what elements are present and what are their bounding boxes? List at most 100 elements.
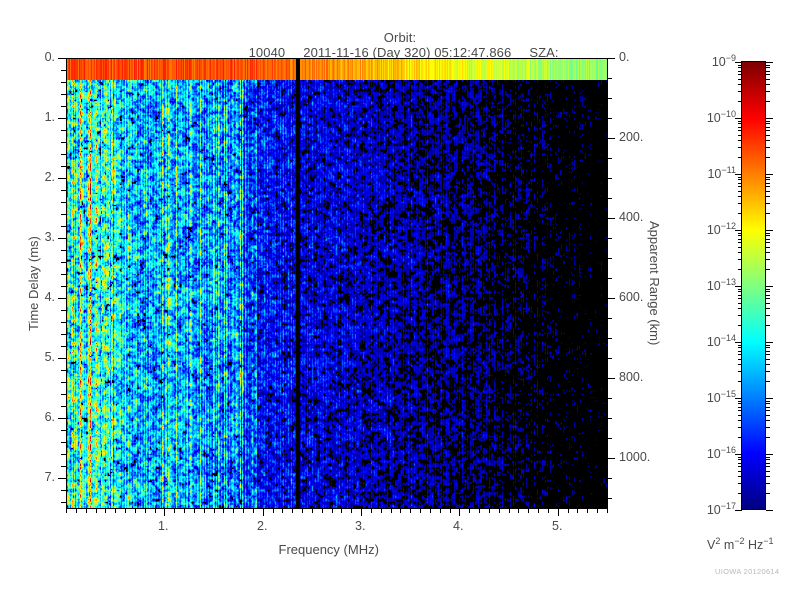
x-tick-minor	[391, 508, 392, 513]
x-tick-minor	[538, 508, 539, 513]
y2-tick-label: 0.	[619, 50, 630, 64]
colorbar-tick-minor-right	[766, 252, 770, 253]
x-tick-minor	[273, 508, 274, 513]
colorbar-tick-minor-left	[738, 291, 742, 292]
x-tick-minor	[400, 508, 401, 513]
y-tick-minor	[61, 346, 66, 347]
x-tick-minor	[341, 508, 342, 513]
x-tick-minor	[489, 508, 490, 513]
y-tick-minor	[61, 286, 66, 287]
x-tick-minor	[479, 508, 480, 513]
colorbar-tick-label: 10−14	[706, 333, 736, 350]
colorbar-tick-minor-left	[738, 247, 742, 248]
colorbar-tick-minor-right	[766, 345, 770, 346]
x-tick-minor	[577, 508, 578, 513]
colorbar-tick-minor-left	[738, 403, 742, 404]
y2-tick-minor	[607, 278, 612, 279]
colorbar-tick-major-left	[735, 510, 742, 511]
colorbar-tick-minor-left	[738, 101, 742, 102]
y2-tick-minor	[607, 338, 612, 339]
x-tick-minor	[518, 508, 519, 513]
colorbar-tick-minor-left	[738, 259, 742, 260]
y2-tick-minor	[607, 98, 612, 99]
x-tick-minor	[548, 508, 549, 513]
x-tick-minor	[66, 508, 67, 513]
x-tick-minor	[214, 508, 215, 513]
y-tick-minor	[61, 214, 66, 215]
x-tick-label: 1.	[158, 519, 169, 533]
y-tick-major	[58, 358, 66, 359]
colorbar-tick-minor-right	[766, 291, 770, 292]
x-tick-minor	[528, 508, 529, 513]
colorbar-tick-minor-right	[766, 427, 770, 428]
colorbar-tick-minor-right	[766, 179, 770, 180]
y2-tick-major	[607, 218, 615, 219]
colorbar-tick-minor-left	[738, 196, 742, 197]
colorbar-tick-minor-left	[738, 325, 742, 326]
y2-tick-major	[607, 58, 615, 59]
colorbar-tick-minor-right	[766, 466, 770, 467]
colorbar-tick-minor-left	[738, 476, 742, 477]
colorbar-tick-minor-left	[738, 345, 742, 346]
colorbar-tick-minor-right	[766, 347, 770, 348]
x-tick-minor	[115, 508, 116, 513]
colorbar-tick-minor-right	[766, 493, 770, 494]
colorbar-tick-minor-left	[738, 239, 742, 240]
x-tick-minor	[155, 508, 156, 513]
colorbar-tick-minor-left	[738, 295, 742, 296]
colorbar-tick-minor-left	[738, 177, 742, 178]
colorbar-tick-minor-right	[766, 459, 770, 460]
colorbar-tick-minor-right	[766, 420, 770, 421]
x-tick-minor	[194, 508, 195, 513]
colorbar-tick-minor-left	[738, 463, 742, 464]
radargram-image	[66, 58, 607, 508]
y-tick-minor	[61, 502, 66, 503]
y-tick-minor	[61, 226, 66, 227]
x-tick-minor	[135, 508, 136, 513]
colorbar-tick-label: 10−9	[711, 53, 736, 70]
colorbar-tick-minor-right	[766, 71, 770, 72]
y-tick-label: 2.	[44, 170, 55, 184]
colorbar-tick-minor-right	[766, 242, 770, 243]
x-tick-minor	[351, 508, 352, 513]
y-tick-minor	[61, 370, 66, 371]
y-tick-major	[58, 118, 66, 119]
colorbar-tick-major-left	[735, 454, 742, 455]
colorbar-tick-minor-right	[766, 101, 770, 102]
colorbar-tick-minor-left	[738, 459, 742, 460]
plot-frame-right	[607, 58, 608, 509]
colorbar-tick-minor-right	[766, 269, 770, 270]
y-tick-minor	[61, 142, 66, 143]
colorbar-tick-minor-left	[738, 242, 742, 243]
x-tick-minor	[243, 508, 244, 513]
x-tick-minor	[381, 508, 382, 513]
colorbar-tick-minor-right	[766, 325, 770, 326]
y-tick-major	[58, 298, 66, 299]
colorbar-tick-minor-right	[766, 121, 770, 122]
y2-tick-minor	[607, 258, 612, 259]
y-tick-minor	[61, 166, 66, 167]
colorbar-tick-minor-left	[738, 252, 742, 253]
colorbar-tick-minor-right	[766, 351, 770, 352]
y-axis-title: Time Delay (ms)	[26, 236, 41, 331]
y-tick-label: 3.	[44, 230, 55, 244]
y-tick-minor	[61, 394, 66, 395]
colorbar-tick-minor-right	[766, 147, 770, 148]
colorbar-tick-minor-right	[766, 403, 770, 404]
colorbar-tick-minor-left	[738, 67, 742, 68]
y2-tick-minor	[607, 398, 612, 399]
colorbar-tick-minor-left	[738, 407, 742, 408]
observation-datetime: 2011-11-16 (Day 320) 05:12:47.866	[303, 45, 512, 60]
y2-tick-minor	[607, 178, 612, 179]
plot-frame-left	[66, 58, 67, 509]
colorbar-frame	[741, 61, 766, 510]
colorbar-tick-label: 10−12	[706, 221, 736, 238]
x-tick-minor	[597, 508, 598, 513]
y-tick-minor	[61, 490, 66, 491]
y2-tick-minor	[607, 198, 612, 199]
colorbar-tick-minor-left	[738, 135, 742, 136]
colorbar-tick-minor-right	[766, 135, 770, 136]
colorbar-tick-minor-right	[766, 259, 770, 260]
y-tick-minor	[61, 454, 66, 455]
x-tick-minor	[223, 508, 224, 513]
